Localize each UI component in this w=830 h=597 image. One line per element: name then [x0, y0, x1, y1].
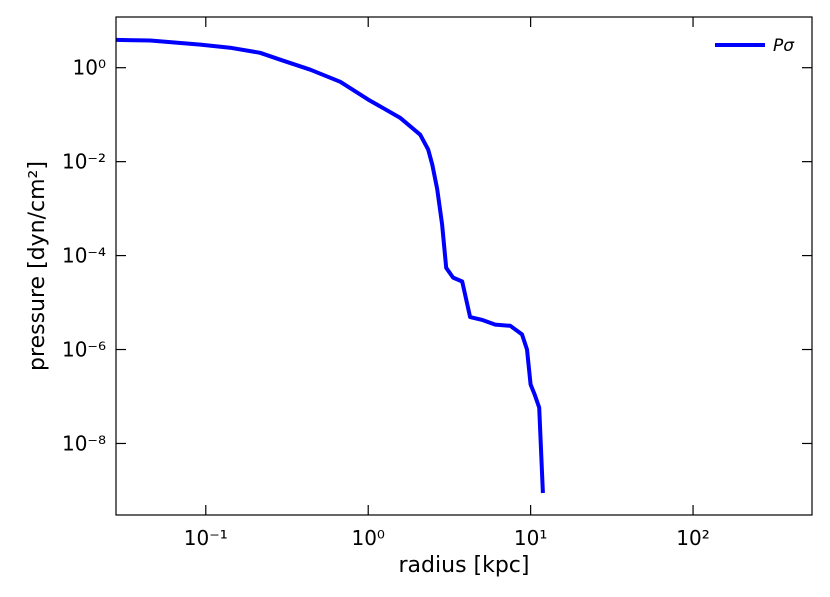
y-tick-label: 10⁰: [73, 56, 106, 80]
y-tick-label: 10⁻⁴: [62, 244, 106, 268]
y-axis-label: pressure [dyn/cm²]: [25, 161, 50, 371]
x-tick-label: 10⁻¹: [184, 526, 228, 550]
legend-label: Pσ: [773, 36, 795, 56]
x-tick-label: 10²: [676, 526, 709, 550]
x-tick-label: 10⁰: [351, 526, 384, 550]
x-axis-label: radius [kpc]: [399, 553, 530, 578]
y-tick-label: 10⁻⁶: [62, 338, 106, 362]
y-tick-label: 10⁻⁸: [62, 431, 106, 455]
line-series: [116, 37, 545, 494]
x-tick-label: 10¹: [514, 526, 547, 550]
y-tick-label: 10⁻²: [62, 150, 106, 174]
plot-frame: [115, 16, 813, 516]
